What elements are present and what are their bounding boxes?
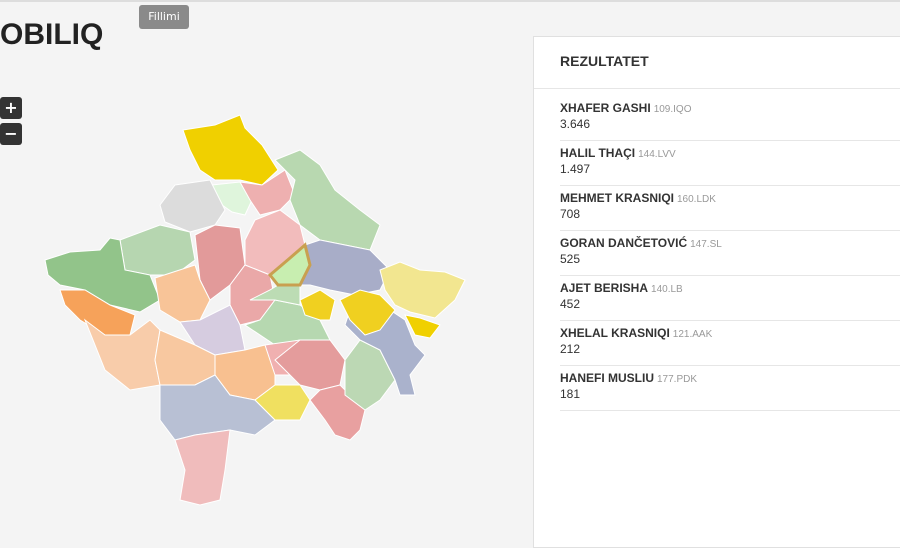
region[interactable]: [404, 314, 441, 339]
candidate-name: HALIL THAÇI: [560, 146, 636, 160]
tooltip: Fillimi: [139, 5, 189, 29]
candidate-name: GORAN DANČETOVIĆ: [560, 236, 688, 250]
candidate: HALIL THAÇI 144.LVV: [560, 146, 676, 160]
result-row: AJET BERISHA 140.LB 452: [560, 275, 900, 321]
result-row: XHAFER GASHI 109.IQO 3.646: [560, 95, 900, 141]
vote-count: 708: [560, 207, 581, 221]
party-code: 109.IQO: [653, 104, 692, 115]
vote-count: 181: [560, 387, 581, 401]
candidate: XHAFER GASHI 109.IQO: [560, 101, 692, 115]
result-row: HANEFI MUSLIU 177.PDK 181: [560, 365, 900, 411]
region[interactable]: [119, 224, 196, 276]
result-row: MEHMET KRASNIQI 160.LDK 708: [560, 185, 900, 231]
vote-count: 3.646: [560, 117, 591, 131]
vote-count: 212: [560, 342, 581, 356]
divider: [534, 88, 900, 89]
region[interactable]: [299, 289, 336, 321]
result-row: HALIL THAÇI 144.LVV 1.497: [560, 140, 900, 186]
candidate-name: HANEFI MUSLIU: [560, 371, 654, 385]
region[interactable]: [299, 239, 391, 296]
zoom-in[interactable]: +: [0, 97, 22, 119]
result-row: GORAN DANČETOVIĆ 147.SL 525: [560, 230, 900, 276]
region[interactable]: [379, 261, 466, 319]
region[interactable]: [239, 169, 296, 216]
region[interactable]: [174, 429, 231, 506]
party-code: 144.LVV: [638, 149, 676, 160]
region[interactable]: [159, 374, 276, 441]
vote-count: 525: [560, 252, 581, 266]
candidate-name: XHAFER GASHI: [560, 101, 651, 115]
page-title: OBILIQ: [0, 18, 104, 51]
region[interactable]: [44, 237, 161, 313]
party-code: 177.PDK: [657, 374, 698, 385]
region[interactable]: [274, 339, 346, 391]
zoom-out[interactable]: −: [0, 123, 22, 145]
party-code: 160.LDK: [677, 194, 716, 205]
selected-region[interactable]: [267, 242, 312, 287]
map: [44, 114, 466, 506]
vote-count: 452: [560, 297, 581, 311]
result-row: XHELAL KRASNIQI 121.AAK 212: [560, 320, 900, 366]
candidate-name: AJET BERISHA: [560, 281, 649, 295]
region[interactable]: [339, 289, 396, 336]
region[interactable]: [182, 114, 279, 186]
candidate-name: MEHMET KRASNIQI: [560, 191, 674, 205]
candidate: HANEFI MUSLIU 177.PDK: [560, 371, 697, 385]
vote-count: 1.497: [560, 162, 591, 176]
results-title: REZULTATET: [560, 53, 649, 69]
region[interactable]: [154, 264, 211, 323]
party-code: 147.SL: [690, 239, 722, 250]
top-border: [0, 0, 900, 2]
party-code: 140.LB: [651, 284, 683, 295]
candidate-name: XHELAL KRASNIQI: [560, 326, 670, 340]
candidate: MEHMET KRASNIQI 160.LDK: [560, 191, 716, 205]
party-code: 121.AAK: [672, 329, 713, 340]
candidate: AJET BERISHA 140.LB: [560, 281, 683, 295]
region[interactable]: [159, 179, 226, 233]
candidate: XHELAL KRASNIQI 121.AAK: [560, 326, 712, 340]
results-panel: REZULTATET XHAFER GASHI 109.IQO 3.646 HALIL…: [533, 36, 900, 548]
candidate: GORAN DANČETOVIĆ 147.SL: [560, 236, 722, 250]
